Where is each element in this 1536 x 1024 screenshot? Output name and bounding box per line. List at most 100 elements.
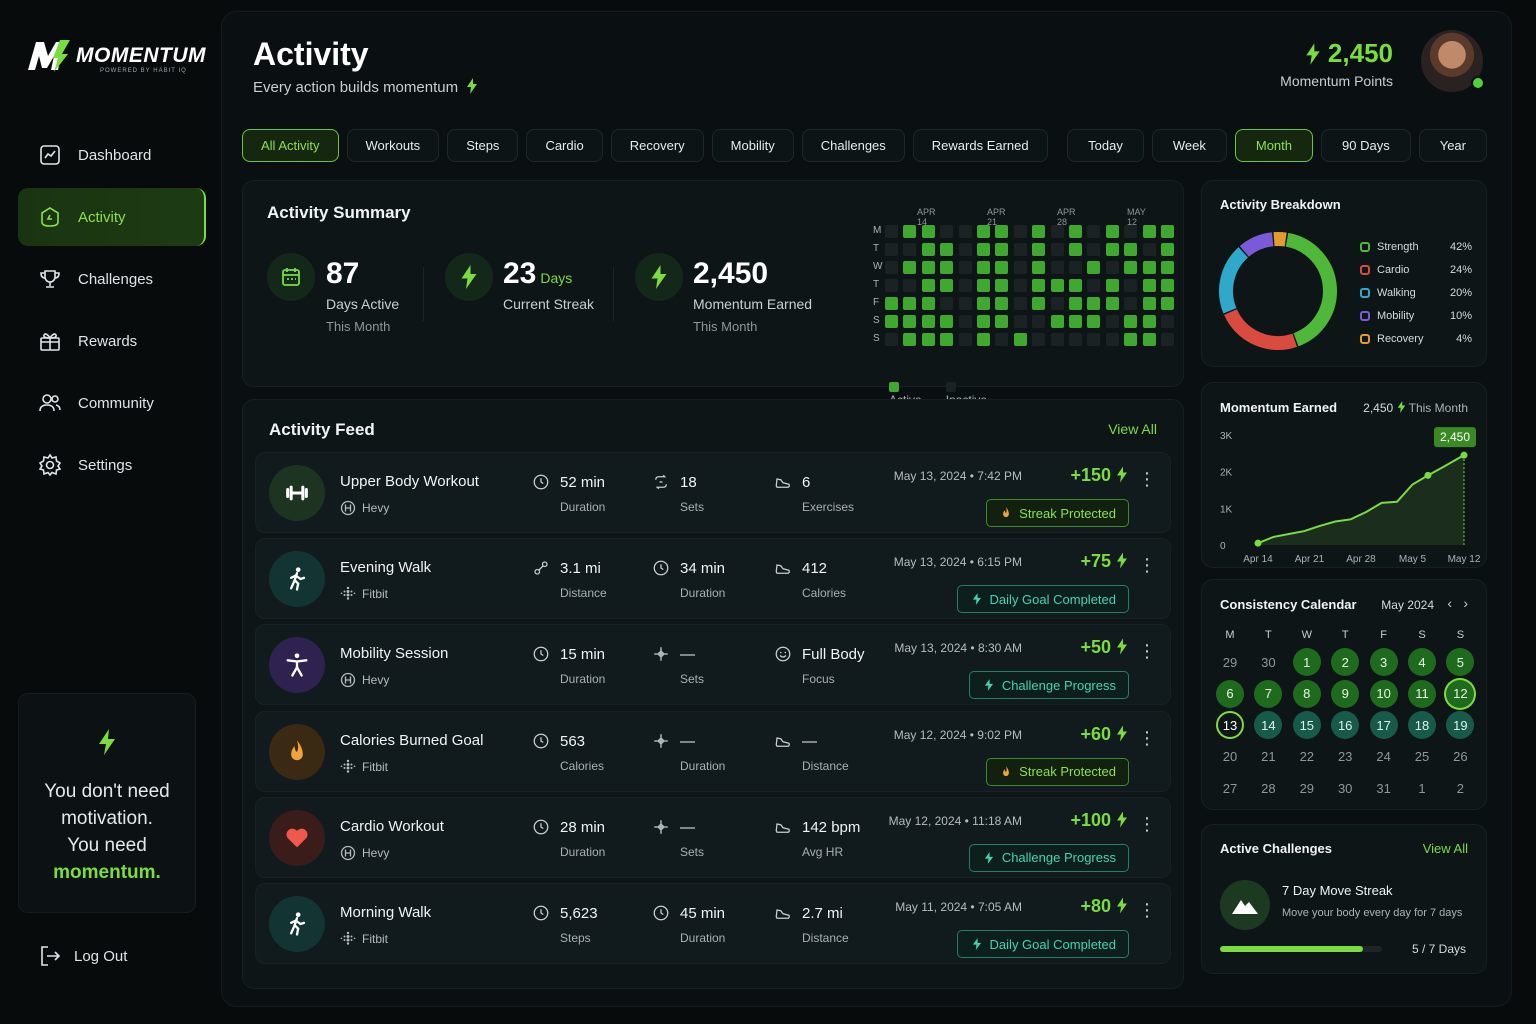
calendar-day[interactable]: 12 — [1446, 679, 1475, 708]
calendar-day[interactable]: 9 — [1331, 679, 1360, 708]
sidebar-item-settings[interactable]: Settings — [18, 436, 206, 494]
sidebar-item-activity[interactable]: Activity — [18, 188, 206, 246]
calendar-day[interactable]: 4 — [1408, 648, 1436, 676]
filter-tab[interactable]: Challenges — [801, 129, 905, 162]
filter-tab[interactable]: Rewards Earned — [912, 129, 1048, 162]
days-active-value: 87 — [326, 257, 360, 290]
calendar-day[interactable]: 20 — [1222, 749, 1238, 765]
range-tab[interactable]: 90 Days — [1321, 129, 1411, 162]
calendar-day[interactable]: 3 — [1369, 648, 1398, 676]
filter-tab[interactable]: Recovery — [610, 129, 704, 162]
calendar-day[interactable]: 19 — [1446, 711, 1475, 740]
calendar-day[interactable]: 2 — [1456, 780, 1464, 796]
calendar-day[interactable]: 24 — [1376, 749, 1391, 765]
heatmap-cell — [1161, 279, 1174, 292]
more-options-icon[interactable]: ⋮ — [1138, 555, 1156, 576]
filter-tab[interactable]: Steps — [447, 129, 519, 162]
calendar-day[interactable]: 18 — [1408, 711, 1436, 740]
heatmap-cell — [885, 279, 898, 292]
calendar-day[interactable]: 21 — [1261, 749, 1276, 765]
sidebar-item-rewards[interactable]: Rewards — [18, 312, 206, 370]
range-tab[interactable]: Month — [1234, 129, 1314, 162]
calendar-day[interactable]: 26 — [1453, 749, 1468, 765]
bolt-icon — [635, 253, 683, 301]
heatmap-cell — [1069, 243, 1082, 256]
calendar-day[interactable]: 29 — [1222, 654, 1238, 670]
main-panel: Activity Every action builds momentum 2,… — [221, 11, 1512, 1007]
calendar-day[interactable]: 30 — [1337, 780, 1353, 796]
activity-feed-row[interactable]: Mobility Session Hevy 15 min Duration — Sets F… — [255, 624, 1171, 706]
heatmap-cell — [940, 225, 954, 238]
calendar-day[interactable]: 8 — [1292, 679, 1321, 708]
sidebar-item-challenges[interactable]: Challenges — [18, 250, 206, 308]
chevron-left-icon[interactable]: ‹ — [1447, 595, 1452, 611]
app-logo[interactable]: MOMENTUM POWERED BY HABIT IQ — [26, 38, 206, 74]
sidebar-item-dashboard[interactable]: Dashboard — [18, 126, 206, 184]
more-options-icon[interactable]: ⋮ — [1138, 727, 1156, 748]
calendar-day[interactable]: 15 — [1292, 711, 1321, 740]
heatmap-cell — [1161, 225, 1174, 238]
calendar-day[interactable]: 7 — [1254, 679, 1283, 708]
heatmap-cell — [1142, 243, 1156, 256]
calendar-day[interactable]: 22 — [1299, 749, 1315, 765]
sidebar-item-community[interactable]: Community — [18, 374, 206, 432]
more-options-icon[interactable]: ⋮ — [1138, 469, 1156, 489]
activity-feed-row[interactable]: Evening Walk Fitbit 3.1 mi Distance 34 min Du… — [255, 538, 1171, 620]
heatmap-day-label: W — [873, 261, 883, 272]
calendar-day[interactable]: 16 — [1331, 711, 1360, 740]
more-options-icon[interactable]: ⋮ — [1138, 813, 1156, 834]
calendar-weekday: T — [1265, 629, 1272, 641]
earned-label: Momentum Earned — [693, 296, 813, 312]
avatar[interactable] — [1421, 30, 1485, 92]
calendar-day[interactable]: 6 — [1216, 679, 1244, 708]
x-tick-label: Apr 28 — [1346, 554, 1376, 565]
points-label: Momentum Points — [1280, 73, 1393, 89]
activity-feed-row[interactable]: Cardio Workout Hevy 28 min Duration — Sets 142… — [255, 796, 1171, 878]
quote-line: motivation. — [61, 808, 153, 829]
more-options-icon[interactable]: ⋮ — [1138, 641, 1156, 662]
y-tick-label: 1K — [1220, 504, 1233, 515]
range-tab[interactable]: Today — [1067, 129, 1144, 162]
heatmap-cell — [1050, 297, 1064, 310]
range-tab[interactable]: Year — [1418, 129, 1487, 162]
calendar-day[interactable]: 28 — [1261, 780, 1276, 796]
calendar-day[interactable]: 31 — [1376, 780, 1391, 796]
calendar-day[interactable]: 1 — [1418, 780, 1426, 796]
range-tab[interactable]: Week — [1151, 129, 1227, 162]
calendar-day[interactable]: 17 — [1369, 711, 1398, 740]
view-all-link[interactable]: View All — [1108, 421, 1157, 437]
calendar-day[interactable]: 1 — [1292, 648, 1321, 676]
flame-icon — [1003, 507, 1010, 518]
activity-points: +80 — [1080, 896, 1128, 917]
filter-tab[interactable]: Workouts — [346, 129, 440, 162]
heatmap-cell — [1087, 243, 1101, 256]
view-all-link[interactable]: View All — [1422, 841, 1468, 856]
chevron-right-icon[interactable]: › — [1463, 595, 1468, 611]
calendar-day[interactable]: 10 — [1369, 679, 1398, 708]
calendar-day[interactable]: 2 — [1331, 648, 1360, 676]
activity-feed-row[interactable]: Calories Burned Goal Fitbit 563 Calories — Du… — [255, 710, 1171, 792]
activity-feed-row[interactable]: Morning Walk Fitbit 5,623 Steps 45 min Durati… — [255, 883, 1171, 964]
calendar-day[interactable]: 5 — [1446, 648, 1475, 676]
calendar-day[interactable]: 13 — [1216, 711, 1244, 740]
heatmap-cell — [958, 225, 972, 238]
hevy-icon — [340, 500, 356, 516]
calendar-day[interactable]: 29 — [1299, 780, 1315, 796]
clock-icon — [653, 560, 669, 576]
calendar-day[interactable]: 11 — [1408, 679, 1436, 708]
calendar-day[interactable]: 30 — [1261, 654, 1276, 670]
calendar-day[interactable]: 25 — [1414, 749, 1430, 765]
calendar-day[interactable]: 23 — [1337, 749, 1353, 765]
calendar-day[interactable]: 14 — [1254, 711, 1283, 740]
filter-tab[interactable]: All Activity — [242, 129, 339, 162]
activity-feed-row[interactable]: Upper Body Workout Hevy 52 min Duration 18 Se… — [255, 452, 1171, 533]
activity-status-badge: Challenge Progress — [968, 671, 1129, 700]
logout-button[interactable]: Log Out — [38, 944, 127, 968]
heatmap-cell — [977, 333, 990, 346]
calendar-day[interactable]: 27 — [1222, 780, 1238, 796]
filter-tab[interactable]: Cardio — [526, 129, 603, 162]
more-options-icon[interactable]: ⋮ — [1138, 900, 1156, 920]
heatmap-cell — [1124, 225, 1138, 238]
filter-tab[interactable]: Mobility — [711, 129, 794, 162]
walking-icon — [290, 567, 306, 591]
